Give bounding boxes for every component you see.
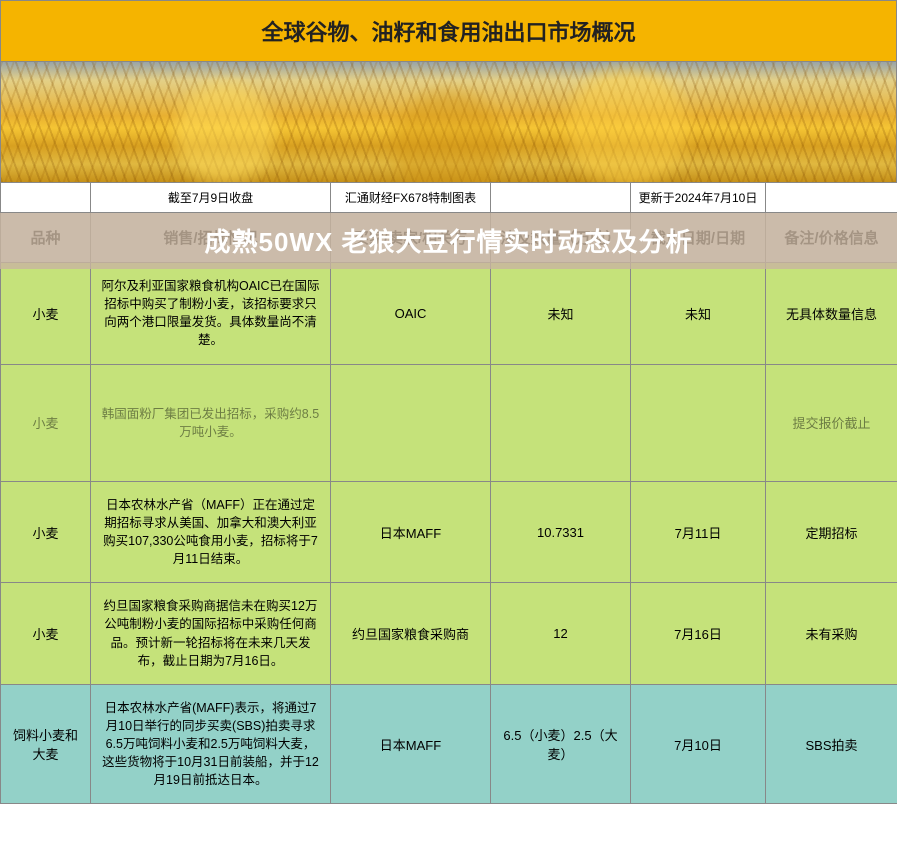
table-cell: OAIC [331, 263, 491, 365]
table-cell: 日本MAFF [331, 684, 491, 804]
table-cell: 日本MAFF [331, 481, 491, 583]
meta-source: 汇通财经FX678特制图表 [331, 183, 491, 213]
meta-empty [1, 183, 91, 213]
table-cell: 小麦 [1, 481, 91, 583]
wheat-banner-image [0, 62, 897, 182]
table-cell [491, 364, 631, 481]
meta-asof: 截至7月9日收盘 [91, 183, 331, 213]
table-row: 小麦阿尔及利亚国家粮食机构OAIC已在国际招标中购买了制粉小麦，该招标要求只向两… [1, 263, 897, 365]
grain-table: 截至7月9日收盘 汇通财经FX678特制图表 更新于2024年7月10日 品种 … [0, 182, 897, 804]
overlay-banner: 成熟50WX 老狼大豆行情实时动态及分析 [0, 213, 897, 269]
table-cell: 定期招标 [766, 481, 897, 583]
table-cell: 小麦 [1, 364, 91, 481]
table-cell: 未知 [491, 263, 631, 365]
table-cell: 小麦 [1, 263, 91, 365]
table-cell: 10.7331 [491, 481, 631, 583]
table-row: 小麦日本农林水产省（MAFF）正在通过定期招标寻求从美国、加拿大和澳大利亚购买1… [1, 481, 897, 583]
table-row: 小麦约旦国家粮食采购商据信未在购买12万公吨制粉小麦的国际招标中采购任何商品。预… [1, 583, 897, 685]
table-cell: 日本农林水产省(MAFF)表示，将通过7月10日举行的同步买卖(SBS)拍卖寻求… [91, 684, 331, 804]
page-title: 全球谷物、油籽和食用油出口市场概况 [0, 0, 897, 62]
table-cell: 约旦国家粮食采购商据信未在购买12万公吨制粉小麦的国际招标中采购任何商品。预计新… [91, 583, 331, 685]
table-cell: 提交报价截止 [766, 364, 897, 481]
table-row: 饲料小麦和大麦日本农林水产省(MAFF)表示，将通过7月10日举行的同步买卖(S… [1, 684, 897, 804]
table-cell: 6.5（小麦）2.5（大麦） [491, 684, 631, 804]
table-row: 小麦韩国面粉厂集团已发出招标，采购约8.5万吨小麦。 提交报价截止 [1, 364, 897, 481]
table-cell: 日本农林水产省（MAFF）正在通过定期招标寻求从美国、加拿大和澳大利亚购买107… [91, 481, 331, 583]
meta-updated: 更新于2024年7月10日 [631, 183, 766, 213]
table-cell: 未知 [631, 263, 766, 365]
meta-empty [491, 183, 631, 213]
table-cell: 约旦国家粮食采购商 [331, 583, 491, 685]
table-cell [631, 364, 766, 481]
meta-empty [766, 183, 897, 213]
table-cell: 7月16日 [631, 583, 766, 685]
table-cell: 阿尔及利亚国家粮食机构OAIC已在国际招标中购买了制粉小麦，该招标要求只向两个港… [91, 263, 331, 365]
table-cell: 饲料小麦和大麦 [1, 684, 91, 804]
meta-row: 截至7月9日收盘 汇通财经FX678特制图表 更新于2024年7月10日 [1, 183, 897, 213]
table-cell: 12 [491, 583, 631, 685]
table-cell [331, 364, 491, 481]
table-cell: 小麦 [1, 583, 91, 685]
table-cell: SBS拍卖 [766, 684, 897, 804]
table-cell: 7月10日 [631, 684, 766, 804]
table-cell: 7月11日 [631, 481, 766, 583]
table-cell: 未有采购 [766, 583, 897, 685]
table-cell: 无具体数量信息 [766, 263, 897, 365]
table-cell: 韩国面粉厂集团已发出招标，采购约8.5万吨小麦。 [91, 364, 331, 481]
